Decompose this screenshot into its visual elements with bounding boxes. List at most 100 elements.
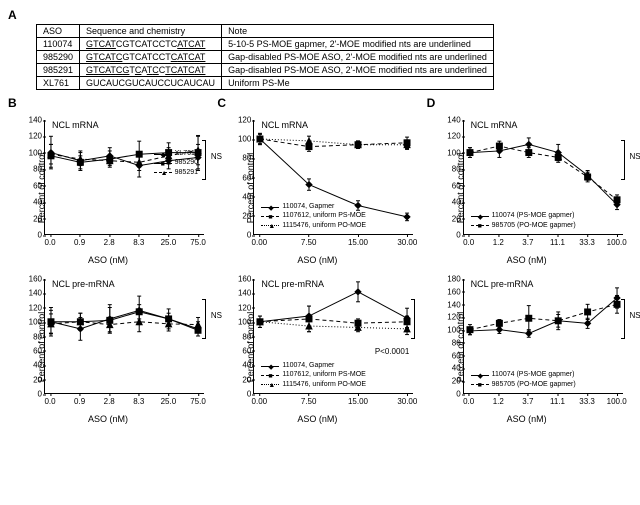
x-tick: 25.0 (161, 238, 177, 247)
x-tick: 7.50 (301, 397, 317, 406)
table-row: 110074GTCATCGTCATCCTCATCAT5-10-5 PS-MOE … (37, 38, 494, 51)
y-tick: 80 (443, 338, 461, 347)
y-tick: 20 (24, 375, 42, 384)
table-cell: 985290 (37, 51, 80, 64)
panel-c-label: C (217, 96, 422, 110)
table-cell: Gap-disabled PS-MOE ASO, 2'-MOE modified… (222, 64, 494, 77)
legend: ◆110074, Gapmer■1107612, uniform PS-MOE▲… (261, 362, 366, 390)
y-tick: 60 (443, 351, 461, 360)
x-axis-label: ASO (nM) (88, 255, 128, 265)
y-tick: 40 (443, 198, 461, 207)
y-tick: 80 (233, 332, 251, 341)
table-cell: GTCATCGTCATCCTCATCAT (80, 51, 222, 64)
stat-annotation: NS (630, 311, 640, 320)
y-tick: 160 (233, 275, 251, 284)
y-tick: 0 (443, 390, 461, 399)
x-tick: 30.00 (397, 238, 417, 247)
x-tick: 75.0 (190, 238, 206, 247)
table-header: ASO (37, 25, 80, 38)
stat-bracket (202, 299, 206, 339)
legend-item: ■985705 (PO-MOE gapmer) (471, 381, 576, 389)
y-tick: 140 (233, 289, 251, 298)
x-axis-label: ASO (nM) (297, 255, 337, 265)
legend: ◆110074 (PS-MOE gapmer) ■985705 (PO-MOE g… (471, 371, 576, 390)
legend-item: ■1107612, uniform PS-MOE (261, 212, 366, 220)
table-cell: GUCAUCGUCAUCCUCAUCAU (80, 77, 222, 90)
stat-bracket (621, 140, 625, 180)
legend-item: ◆110074 (PS-MOE gapmer) (471, 212, 576, 220)
table-row: XL761GUCAUCGUCAUCCUCAUCAUUniform PS-Me (37, 77, 494, 90)
panel-b-label: B (8, 96, 213, 110)
y-tick: 20 (233, 211, 251, 220)
y-tick: 60 (233, 173, 251, 182)
x-axis-label: ASO (nM) (507, 255, 547, 265)
y-tick: 40 (443, 364, 461, 373)
stat-bracket (621, 299, 625, 339)
x-tick: 8.3 (133, 397, 144, 406)
legend-item: ▲1115476, uniform PO-MOE (261, 381, 366, 389)
y-tick: 40 (24, 198, 42, 207)
panelB-top-chart: Percent of controlASO (nM)NCL mRNA020406… (8, 110, 208, 265)
y-tick: 0 (24, 390, 42, 399)
x-tick: 25.0 (161, 397, 177, 406)
table-cell: 110074 (37, 38, 80, 51)
y-tick: 160 (24, 275, 42, 284)
y-tick: 40 (233, 192, 251, 201)
legend-item: ▲985291 (154, 169, 198, 177)
x-tick: 0.0 (463, 397, 474, 406)
stat-bracket (411, 299, 415, 339)
y-tick: 100 (233, 318, 251, 327)
y-tick: 0 (233, 390, 251, 399)
table-row: 985290GTCATCGTCATCCTCATCATGap-disabled P… (37, 51, 494, 64)
table-cell: GTCATCGTCATCCTCATCAT (80, 38, 222, 51)
stat-annotation: NS (630, 152, 640, 161)
y-tick: 120 (24, 132, 42, 141)
y-tick: 140 (443, 116, 461, 125)
y-tick: 40 (233, 361, 251, 370)
x-tick: 0.9 (74, 238, 85, 247)
panelD-top-chart: Percent of controlASO (nM)NCL mRNA020406… (427, 110, 627, 265)
x-tick: 2.8 (104, 238, 115, 247)
legend-item: ■985290 (154, 159, 198, 167)
y-tick: 0 (233, 231, 251, 240)
x-tick: 0.00 (252, 238, 268, 247)
y-tick: 60 (24, 346, 42, 355)
y-tick: 140 (443, 300, 461, 309)
y-tick: 0 (24, 231, 42, 240)
y-tick: 160 (443, 287, 461, 296)
x-tick: 0.9 (74, 397, 85, 406)
y-tick: 100 (233, 135, 251, 144)
y-tick: 120 (233, 116, 251, 125)
x-tick: 15.00 (348, 397, 368, 406)
legend-item: ◆110074, Gapmer (261, 203, 366, 211)
table-header: Note (222, 25, 494, 38)
charts-row: B Percent of controlASO (nM)NCL mRNA0204… (8, 96, 632, 428)
panelC-bottom-chart: Percent of controlASO (nM)NCL pre-mRNA02… (217, 269, 417, 424)
table-cell: 5-10-5 PS-MOE gapmer, 2'-MOE modified nt… (222, 38, 494, 51)
x-tick: 0.0 (463, 238, 474, 247)
x-tick: 3.7 (522, 238, 533, 247)
x-tick: 75.0 (190, 397, 206, 406)
y-tick: 0 (443, 231, 461, 240)
x-tick: 1.2 (493, 397, 504, 406)
x-tick: 8.3 (133, 238, 144, 247)
y-tick: 20 (443, 377, 461, 386)
y-tick: 60 (443, 181, 461, 190)
legend-item: ■985705 (PO-MOE gapmer) (471, 222, 576, 230)
legend-item: ▲1115476, uniform PO-MOE (261, 222, 366, 230)
legend: ◆110074 (PS-MOE gapmer) ■985705 (PO-MOE g… (471, 212, 576, 231)
panel-a-label: A (8, 8, 17, 22)
y-tick: 80 (24, 165, 42, 174)
x-tick: 11.1 (550, 238, 565, 247)
x-axis-label: ASO (nM) (507, 414, 547, 424)
y-tick: 140 (24, 116, 42, 125)
x-tick: 0.00 (252, 397, 268, 406)
x-tick: 2.8 (104, 397, 115, 406)
legend-item: ◆110074 (PS-MOE gapmer) (471, 371, 576, 379)
table-cell: 985291 (37, 64, 80, 77)
x-tick: 33.3 (579, 397, 595, 406)
y-tick: 100 (443, 148, 461, 157)
y-tick: 60 (24, 181, 42, 190)
table-cell: Uniform PS-Me (222, 77, 494, 90)
x-tick: 100.0 (607, 397, 627, 406)
